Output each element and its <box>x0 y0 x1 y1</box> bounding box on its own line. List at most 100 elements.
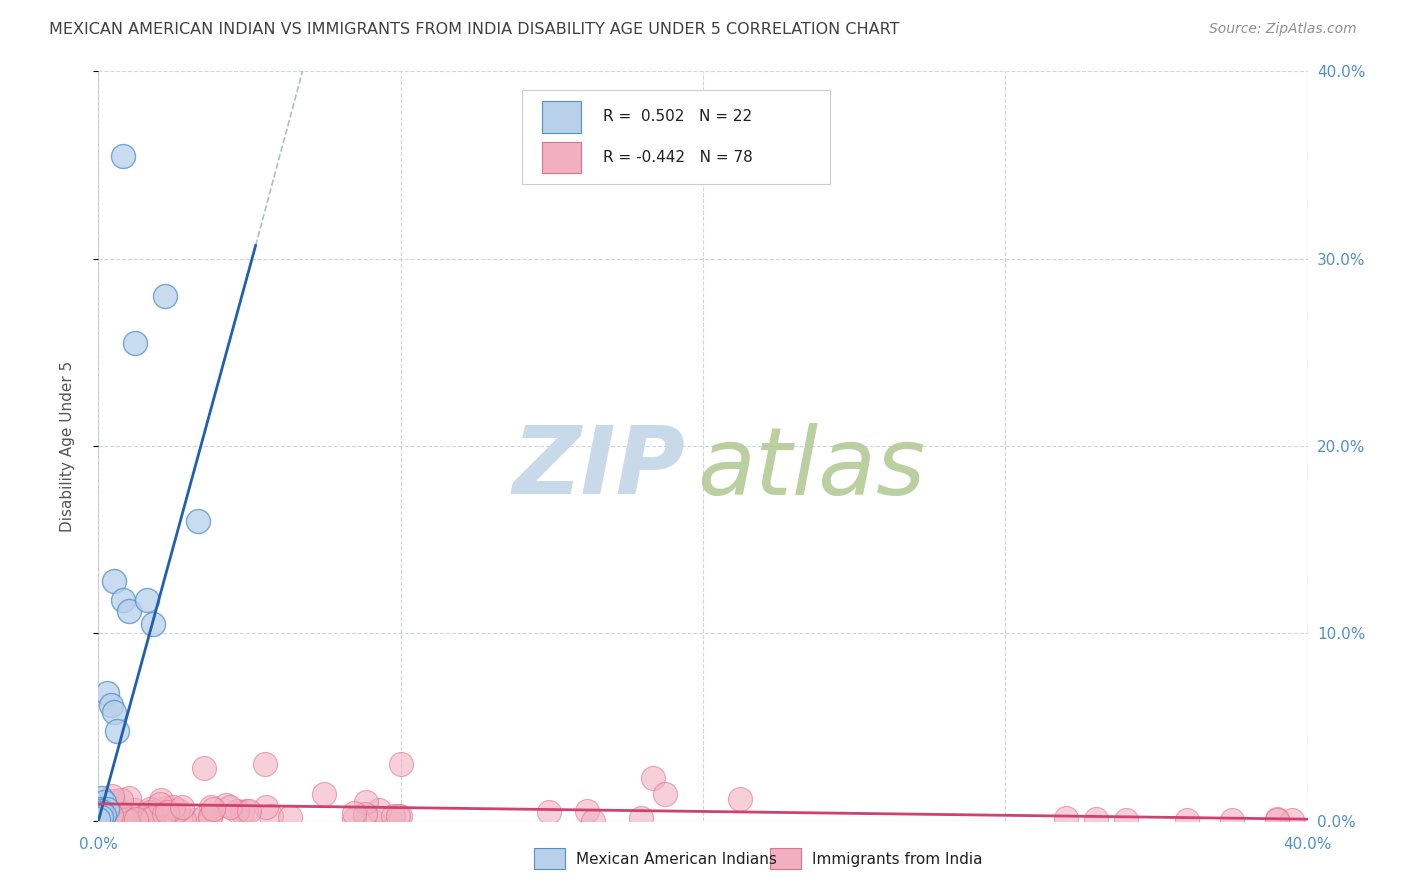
Point <box>134 811 156 825</box>
Point <box>87 812 110 826</box>
Point <box>115 813 138 827</box>
Point <box>90 799 112 814</box>
Y-axis label: Disability Age Under 5: Disability Age Under 5 <box>60 360 75 532</box>
Point <box>90 810 112 824</box>
Text: ZIP: ZIP <box>512 423 685 515</box>
Point <box>103 574 125 588</box>
Point <box>104 806 127 821</box>
Point <box>1267 812 1289 826</box>
Point <box>354 795 377 809</box>
Point <box>576 804 599 818</box>
Point <box>219 799 242 814</box>
Point <box>381 809 404 823</box>
Point <box>103 794 125 808</box>
Point <box>1281 814 1303 828</box>
Point <box>193 810 215 824</box>
Point <box>630 811 652 825</box>
FancyBboxPatch shape <box>769 848 801 870</box>
Point <box>389 809 412 823</box>
Point <box>235 805 257 819</box>
Point <box>389 757 412 772</box>
FancyBboxPatch shape <box>534 848 565 870</box>
Point <box>118 604 141 618</box>
Text: Source: ZipAtlas.com: Source: ZipAtlas.com <box>1209 22 1357 37</box>
Point <box>253 757 276 772</box>
Point <box>654 787 676 801</box>
Point <box>93 812 115 826</box>
Point <box>155 801 177 815</box>
Point <box>100 789 122 804</box>
Text: R =  0.502   N = 22: R = 0.502 N = 22 <box>603 110 752 124</box>
Point <box>103 705 125 719</box>
Point <box>193 761 215 775</box>
Point <box>1220 813 1243 827</box>
Point <box>538 805 561 819</box>
Point <box>231 805 253 819</box>
Point <box>105 723 128 738</box>
Point <box>172 799 194 814</box>
Point <box>90 802 112 816</box>
Point <box>124 336 146 351</box>
Point <box>260 808 283 822</box>
Point <box>90 805 112 819</box>
Point <box>368 803 391 817</box>
Point <box>201 802 224 816</box>
FancyBboxPatch shape <box>522 90 830 184</box>
Text: MEXICAN AMERICAN INDIAN VS IMMIGRANTS FROM INDIA DISABILITY AGE UNDER 5 CORRELAT: MEXICAN AMERICAN INDIAN VS IMMIGRANTS FR… <box>49 22 900 37</box>
Text: atlas: atlas <box>697 423 925 514</box>
Point <box>90 791 112 805</box>
Point <box>110 793 132 807</box>
Point <box>215 798 238 813</box>
Point <box>111 810 134 824</box>
Point <box>96 686 118 700</box>
Point <box>117 790 139 805</box>
Point <box>136 812 159 826</box>
Point <box>117 814 139 828</box>
Point <box>187 514 209 528</box>
Point <box>97 809 120 823</box>
Point <box>728 792 751 806</box>
Point <box>238 804 260 818</box>
FancyBboxPatch shape <box>543 142 581 173</box>
Point <box>149 793 172 807</box>
Point <box>173 813 195 827</box>
Point <box>124 804 146 818</box>
Point <box>183 814 205 828</box>
Point <box>314 787 336 801</box>
Point <box>138 802 160 816</box>
FancyBboxPatch shape <box>543 101 581 133</box>
Point <box>142 804 165 818</box>
Point <box>111 149 134 163</box>
Point <box>198 810 221 824</box>
Point <box>142 617 165 632</box>
Point <box>153 289 176 303</box>
Point <box>93 795 115 809</box>
Point <box>278 810 301 824</box>
Point <box>100 698 122 712</box>
Point <box>90 808 112 822</box>
Point <box>110 813 132 827</box>
Text: Mexican American Indians: Mexican American Indians <box>576 852 778 867</box>
Text: Immigrants from India: Immigrants from India <box>811 852 983 867</box>
Point <box>110 813 132 827</box>
Text: 40.0%: 40.0% <box>1284 837 1331 852</box>
Point <box>108 805 131 820</box>
Point <box>149 797 172 811</box>
Point <box>93 808 115 822</box>
Point <box>135 592 157 607</box>
Point <box>200 799 222 814</box>
Point <box>1115 813 1137 827</box>
Point <box>342 812 364 826</box>
Point <box>90 806 112 821</box>
Point <box>167 803 190 817</box>
Point <box>125 813 148 827</box>
Point <box>1267 814 1289 828</box>
Point <box>1175 813 1198 827</box>
Point <box>363 814 385 828</box>
Point <box>162 800 184 814</box>
Point <box>225 804 247 818</box>
Point <box>1054 811 1077 825</box>
Point <box>254 799 277 814</box>
Point <box>641 771 664 785</box>
Point <box>96 802 118 816</box>
